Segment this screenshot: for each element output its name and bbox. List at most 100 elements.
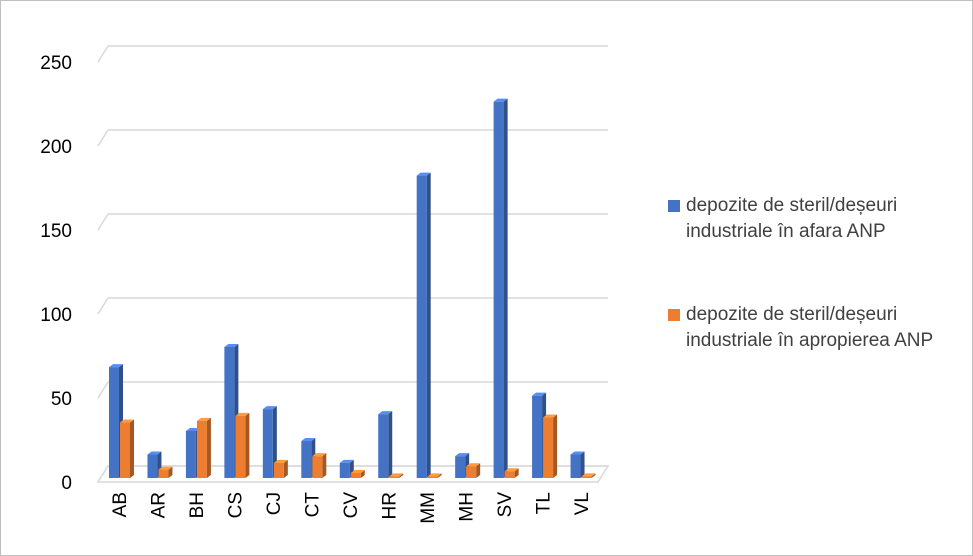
- y-tick-label: 100: [40, 305, 72, 326]
- bar-series-2-top: [543, 414, 558, 418]
- bar-series-1-side: [580, 451, 585, 478]
- bar-series-2: [158, 469, 169, 478]
- bar-series-1-top: [109, 364, 123, 368]
- legend-item-series-2: depozite de steril/deșeuri industriale î…: [668, 302, 968, 354]
- bar-series-2-top: [235, 412, 250, 416]
- bar-series-2: [312, 456, 323, 478]
- bar-series-2: [427, 476, 438, 478]
- legend-item-series-1: depozite de steril/deșeuri industriale î…: [668, 193, 968, 245]
- legend-swatch-series-1: [668, 200, 680, 212]
- bar-series-2-top: [158, 466, 173, 470]
- x-tick-label: SV: [495, 492, 516, 518]
- bar-series-2: [273, 462, 284, 478]
- gridline-depth: [97, 129, 109, 147]
- bar-series-2-side: [168, 466, 173, 478]
- bar-series-1-top: [378, 411, 393, 415]
- bar-series-1: [224, 346, 235, 478]
- legend-label-series-1: depozite de steril/deșeuri industriale î…: [686, 195, 898, 242]
- chart-floor: [96, 465, 610, 483]
- bar-series-2-side: [360, 469, 365, 478]
- gridline-depth: [97, 381, 109, 399]
- bar-series-1-top: [301, 438, 316, 442]
- y-tick-label: 0: [61, 473, 72, 494]
- bar-series-2-side: [476, 463, 481, 478]
- bar-series-2-top: [466, 463, 481, 467]
- bar-series-2-top: [120, 419, 134, 423]
- bar-series-1: [378, 414, 389, 478]
- bar-series-1: [570, 454, 581, 478]
- bar-series-1-top: [147, 451, 162, 455]
- bar-series-1-top: [493, 98, 508, 102]
- y-tick-label: 50: [51, 389, 72, 410]
- bar-series-1-top: [570, 451, 585, 455]
- bar-series-2: [581, 476, 592, 478]
- bar-series-1: [109, 367, 119, 478]
- bar-series-2: [504, 471, 515, 478]
- bar-series-2-side: [206, 417, 211, 478]
- bar-series-2-top: [273, 459, 288, 463]
- bar-series-2: [543, 417, 554, 478]
- y-tick-label: 250: [40, 53, 72, 74]
- gridline-depth: [97, 45, 109, 63]
- bar-series-2-top: [427, 473, 442, 477]
- bar-series-2-top: [312, 453, 327, 457]
- bar-series-1-top: [185, 427, 200, 431]
- bar-series-2: [120, 422, 130, 478]
- y-tick-label: 150: [40, 221, 72, 242]
- bar-series-1: [532, 395, 543, 478]
- bar-series-2-side: [514, 468, 519, 478]
- gridline-depth: [97, 297, 109, 315]
- x-tick-label: CS: [226, 492, 247, 518]
- bar-series-1: [339, 462, 350, 478]
- x-tick-label: AR: [149, 492, 170, 518]
- legend-swatch-series-2: [668, 309, 680, 321]
- bar-series-2-side: [130, 419, 134, 478]
- x-tick-label: HR: [379, 492, 400, 519]
- bar-series-1-top: [339, 459, 354, 463]
- bar-series-1-top: [416, 172, 431, 176]
- x-tick-label: VL: [572, 492, 593, 515]
- bar-series-2-top: [389, 473, 404, 477]
- gridline-depth: [97, 213, 109, 231]
- bar-series-1-side: [388, 411, 393, 478]
- bar-series-2: [235, 415, 246, 478]
- bar-series-2: [196, 420, 207, 478]
- x-tick-label: BH: [187, 492, 208, 518]
- bar-series-2-side: [437, 473, 442, 478]
- x-tick-label: CJ: [264, 492, 285, 515]
- bar-series-2-top: [350, 469, 365, 473]
- x-tick-label: MM: [418, 492, 439, 524]
- legend-label-series-2: depozite de steril/deșeuri industriale î…: [686, 304, 934, 351]
- x-tick-label: AB: [110, 492, 131, 517]
- bar-series-2: [389, 476, 400, 478]
- bar-series-2-side: [399, 473, 404, 478]
- bar-series-1-side: [272, 406, 277, 478]
- x-tick-label: MH: [456, 492, 477, 522]
- bar-series-2-top: [581, 473, 596, 477]
- y-tick-label: 200: [40, 137, 72, 158]
- bar-series-1-top: [224, 343, 239, 347]
- bar-series-1: [301, 441, 312, 478]
- bar-series-1-top: [532, 392, 547, 396]
- bar-series-1-side: [503, 98, 508, 479]
- bar-series-2-side: [322, 453, 327, 478]
- bar-series-2-top: [196, 417, 211, 421]
- x-tick-label: CT: [303, 492, 324, 518]
- bar-series-2-top: [504, 468, 519, 472]
- bar-series-2-side: [245, 412, 250, 478]
- bar-series-1: [455, 456, 466, 478]
- bar-series-1: [262, 409, 273, 478]
- bar-series-2-side: [283, 459, 288, 478]
- x-tick-label: CV: [341, 492, 362, 519]
- bar-series-2: [466, 466, 477, 478]
- bar-series-1-top: [262, 406, 277, 410]
- bar-series-2: [350, 472, 361, 478]
- bar-series-1: [493, 101, 504, 479]
- x-tick-label: TL: [533, 492, 554, 514]
- bar-series-1: [416, 175, 427, 478]
- bar-series-2-side: [591, 473, 596, 478]
- bar-series-1-top: [455, 453, 470, 457]
- bar-series-2-side: [553, 414, 558, 478]
